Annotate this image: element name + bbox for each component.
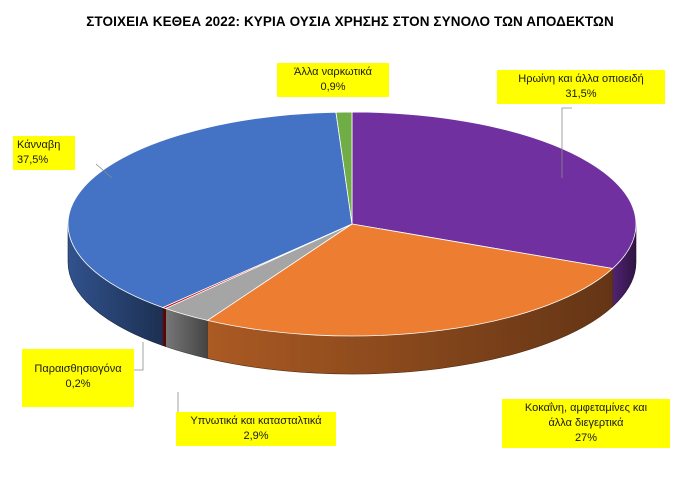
pie-slice-κοκαΐνη-αμφεταμίνες-και-άλλα-διεγερτικά — [206, 223, 614, 337]
pie-slice-άλλα-ναρκωτικά — [335, 111, 353, 225]
callout-hallucinogens-name: Παραισθησιογόνα — [34, 363, 122, 375]
callout-other-name: Άλλα ναρκωτικά — [293, 66, 373, 78]
callout-cocaine-name1: Κοκαΐνη, αμφεταμίνες και — [524, 402, 648, 414]
pie-slice-ηρωίνη-και-άλλα-οπιοειδή — [351, 111, 637, 269]
callout-cannabis: Κάνναβη 37,5% — [13, 136, 75, 170]
pie-slice-κάνναβη — [67, 111, 353, 308]
leader-line-cannabis — [95, 163, 113, 179]
callout-cocaine: Κοκαΐνη, αμφεταμίνες και άλλα διεγερτικά… — [502, 399, 670, 448]
chart-title: ΣΤΟΙΧΕΙΑ ΚΕΘΕΑ 2022: ΚΥΡΙΑ ΟΥΣΙΑ ΧΡΗΣΗΣ … — [86, 14, 614, 29]
callout-hallucinogens: Παραισθησιογόνα 0,2% — [22, 349, 134, 407]
callout-sedatives-value: 2,9% — [243, 430, 269, 442]
callout-heroin: Ηρωίνη και άλλα οπιοειδή 31,5% — [497, 70, 665, 104]
callout-heroin-value: 31,5% — [565, 88, 597, 100]
callout-cannabis-name: Κάνναβη — [17, 139, 61, 151]
callout-other-value: 0,9% — [320, 81, 346, 93]
callout-cocaine-name2: άλλα διεγερτικά — [548, 417, 624, 429]
callout-other: Άλλα ναρκωτικά 0,9% — [277, 63, 389, 97]
leader-line-hallucinogens — [133, 342, 144, 371]
callout-cocaine-value: 27% — [574, 432, 598, 444]
callout-heroin-name: Ηρωίνη και άλλα οπιοειδή — [518, 73, 644, 85]
callout-sedatives: Υπνωτικά και κατασταλτικά 2,9% — [176, 412, 336, 446]
callout-cannabis-value: 37,5% — [17, 154, 49, 166]
callout-sedatives-name: Υπνωτικά και κατασταλτικά — [190, 415, 322, 427]
pie-side-παραισθησιογόνα — [162, 307, 166, 347]
callout-hallucinogens-value: 0,2% — [65, 378, 91, 390]
leader-line-heroin — [561, 107, 572, 178]
